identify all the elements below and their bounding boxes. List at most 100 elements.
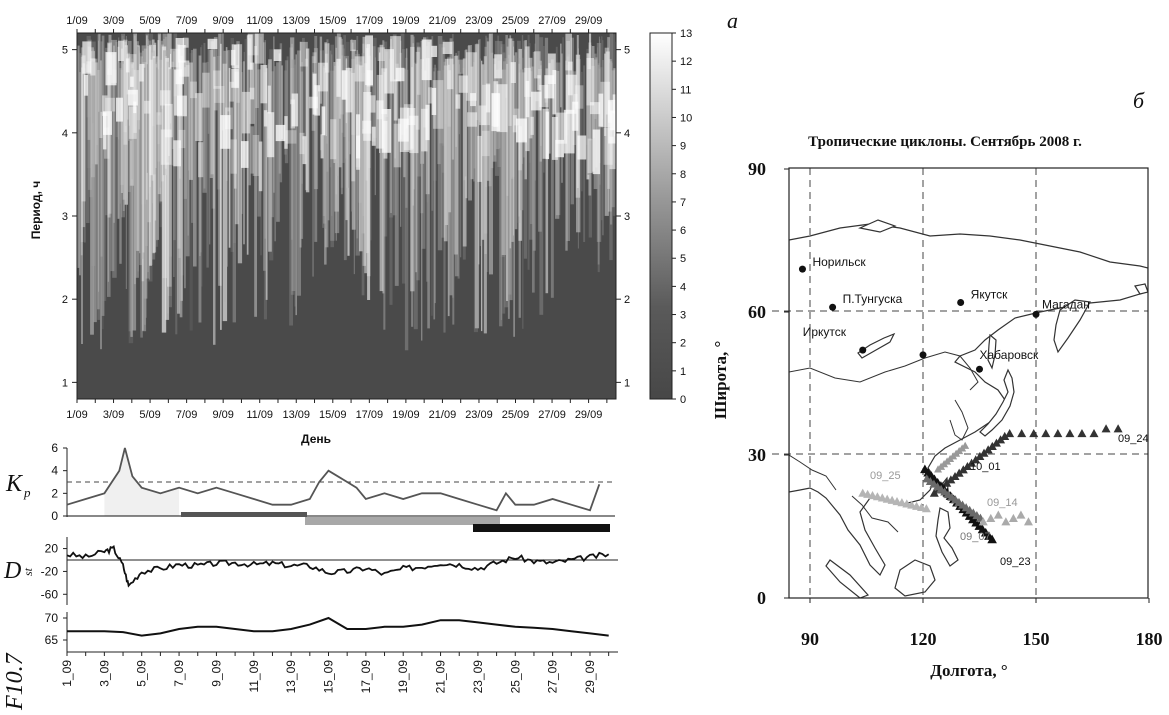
spectrogram-streak <box>314 36 318 242</box>
spectrogram-streak <box>474 44 479 329</box>
spectrogram-bright-patch <box>551 117 558 160</box>
spectrogram-bottom-tick-label: 5/09 <box>139 409 160 421</box>
spectrogram-top-tick-label: 11/09 <box>246 15 273 27</box>
spectrogram-streak <box>232 67 236 323</box>
cyclone-track-point <box>975 451 985 461</box>
cyclone-track-point <box>1113 424 1123 433</box>
spectrogram-streak <box>486 37 489 273</box>
spectrogram-streak <box>157 33 162 195</box>
map-geography <box>789 219 1148 598</box>
map-panel: б Тропические циклоны. Сентябрь 2008 г. <box>711 88 1163 680</box>
spectrogram-top-tick-label: 19/09 <box>392 15 420 27</box>
kp-y-ticks: 0 2 4 6 <box>51 441 67 523</box>
spectrogram-bright-patch <box>470 93 476 107</box>
spectrogram-streak <box>154 61 159 247</box>
dst-y-ticks: 20 -20 -60 <box>41 542 67 601</box>
spectrogram-streak <box>207 39 210 134</box>
colorbar-tick-label: 5 <box>680 253 686 265</box>
cyclone-track-point <box>979 448 989 457</box>
spectrogram-streak <box>383 71 386 330</box>
spectrogram-streak <box>324 70 327 229</box>
spectrogram-streak <box>209 49 211 245</box>
spectrogram-bright-patch <box>320 134 324 159</box>
spectrogram-streak <box>369 59 372 241</box>
spectrogram-bright-patch <box>345 68 353 113</box>
spectrogram-bright-patch <box>299 132 305 155</box>
spectrogram-bright-patch <box>103 111 112 135</box>
colorbar-tick-label: 4 <box>680 281 686 293</box>
spectrogram-streak <box>149 59 153 176</box>
spectrogram-streak <box>527 34 530 270</box>
spectrogram-streak <box>263 42 266 271</box>
spectrogram-bright-patch <box>321 106 326 136</box>
spectrogram-streak <box>125 36 127 289</box>
spectrogram-streak <box>198 55 202 323</box>
spectrogram-bright-patch <box>478 105 487 126</box>
spectrogram-bright-patch <box>609 136 616 170</box>
spectrogram-bright-patch <box>128 106 137 139</box>
spectrogram-streak <box>180 55 183 301</box>
spectrogram-bottom-tick-label: 29/09 <box>575 409 603 421</box>
spectrogram-streak <box>500 46 502 321</box>
spectrogram-bright-patch <box>250 62 255 100</box>
spectrogram-streak <box>94 62 98 165</box>
spectrogram-streak <box>437 36 443 251</box>
spectrogram-bright-patch <box>485 83 491 113</box>
spectrogram-bright-patch <box>542 108 549 159</box>
spectrogram-streak <box>295 54 297 316</box>
spectrogram-streak <box>539 60 542 162</box>
dst-series-line <box>66 544 610 588</box>
spectrogram-bright-patch <box>431 45 438 57</box>
spectrogram-streak <box>161 46 167 333</box>
spectrogram-streak <box>367 44 371 300</box>
spectrogram-bright-patch <box>190 81 197 99</box>
map-kamchatka <box>1053 299 1091 354</box>
spectrogram-bright-patch <box>467 112 478 127</box>
spectrogram-streak <box>152 56 155 254</box>
spectrogram-streak <box>361 53 365 296</box>
spectrogram-bright-patch <box>369 95 376 113</box>
colorbar-tick-label: 13 <box>680 28 692 40</box>
spectrogram-bright-patch <box>431 87 437 115</box>
spectrogram-streak <box>433 71 436 320</box>
spectrogram-streak <box>411 67 414 327</box>
cyclone-track-point <box>1001 517 1011 526</box>
spectrogram-streak <box>506 63 509 302</box>
spectrogram-streak <box>415 51 420 130</box>
bottom-tick-label: 19_09 <box>396 660 410 694</box>
spectrogram-bright-patch <box>377 47 385 61</box>
spectrogram-bright-patch <box>425 104 430 141</box>
cyclone-track-point <box>986 513 996 522</box>
cyclone-track-point <box>1000 431 1010 441</box>
spectrogram-streak <box>598 36 600 143</box>
spectrogram-streak <box>460 72 462 258</box>
dst-y-tick-label: -20 <box>41 564 59 578</box>
spectrogram-bright-patch <box>603 128 613 165</box>
dst-y-tick-label: 20 <box>45 542 59 556</box>
spectrogram-streak <box>528 43 531 163</box>
spectrogram-bright-patch <box>175 38 184 85</box>
spectrogram-bright-patch <box>249 87 255 124</box>
city-dot <box>976 365 983 373</box>
spectrogram-bright-patch <box>231 69 239 88</box>
spectrogram-streak <box>237 44 243 264</box>
colorbar-tick-label: 7 <box>680 197 686 209</box>
kp-panel: 0 2 4 6 K p <box>5 441 615 532</box>
spectrogram-streak <box>168 34 172 296</box>
spectrogram-streak <box>177 44 181 314</box>
spectrogram-streak <box>264 40 266 239</box>
spectrogram-streak <box>133 35 136 285</box>
spectrogram-streak <box>604 47 609 216</box>
spectrogram-top-tick-label: 29/09 <box>575 15 603 27</box>
spectrogram-streak <box>102 51 107 301</box>
spectrogram-streak <box>372 37 377 138</box>
kp-interval-bar-3 <box>473 524 610 532</box>
cyclone-track-point <box>1023 517 1033 526</box>
spectrogram-streak <box>180 48 184 276</box>
map-y-tick-label: 30 <box>748 445 766 465</box>
cyclone-track-point <box>962 461 972 471</box>
kp-series-line <box>66 447 601 512</box>
kp-y-tick-label: 2 <box>51 486 58 500</box>
spectrogram-streak <box>441 70 446 173</box>
spectrogram-bright-patch <box>457 59 464 74</box>
